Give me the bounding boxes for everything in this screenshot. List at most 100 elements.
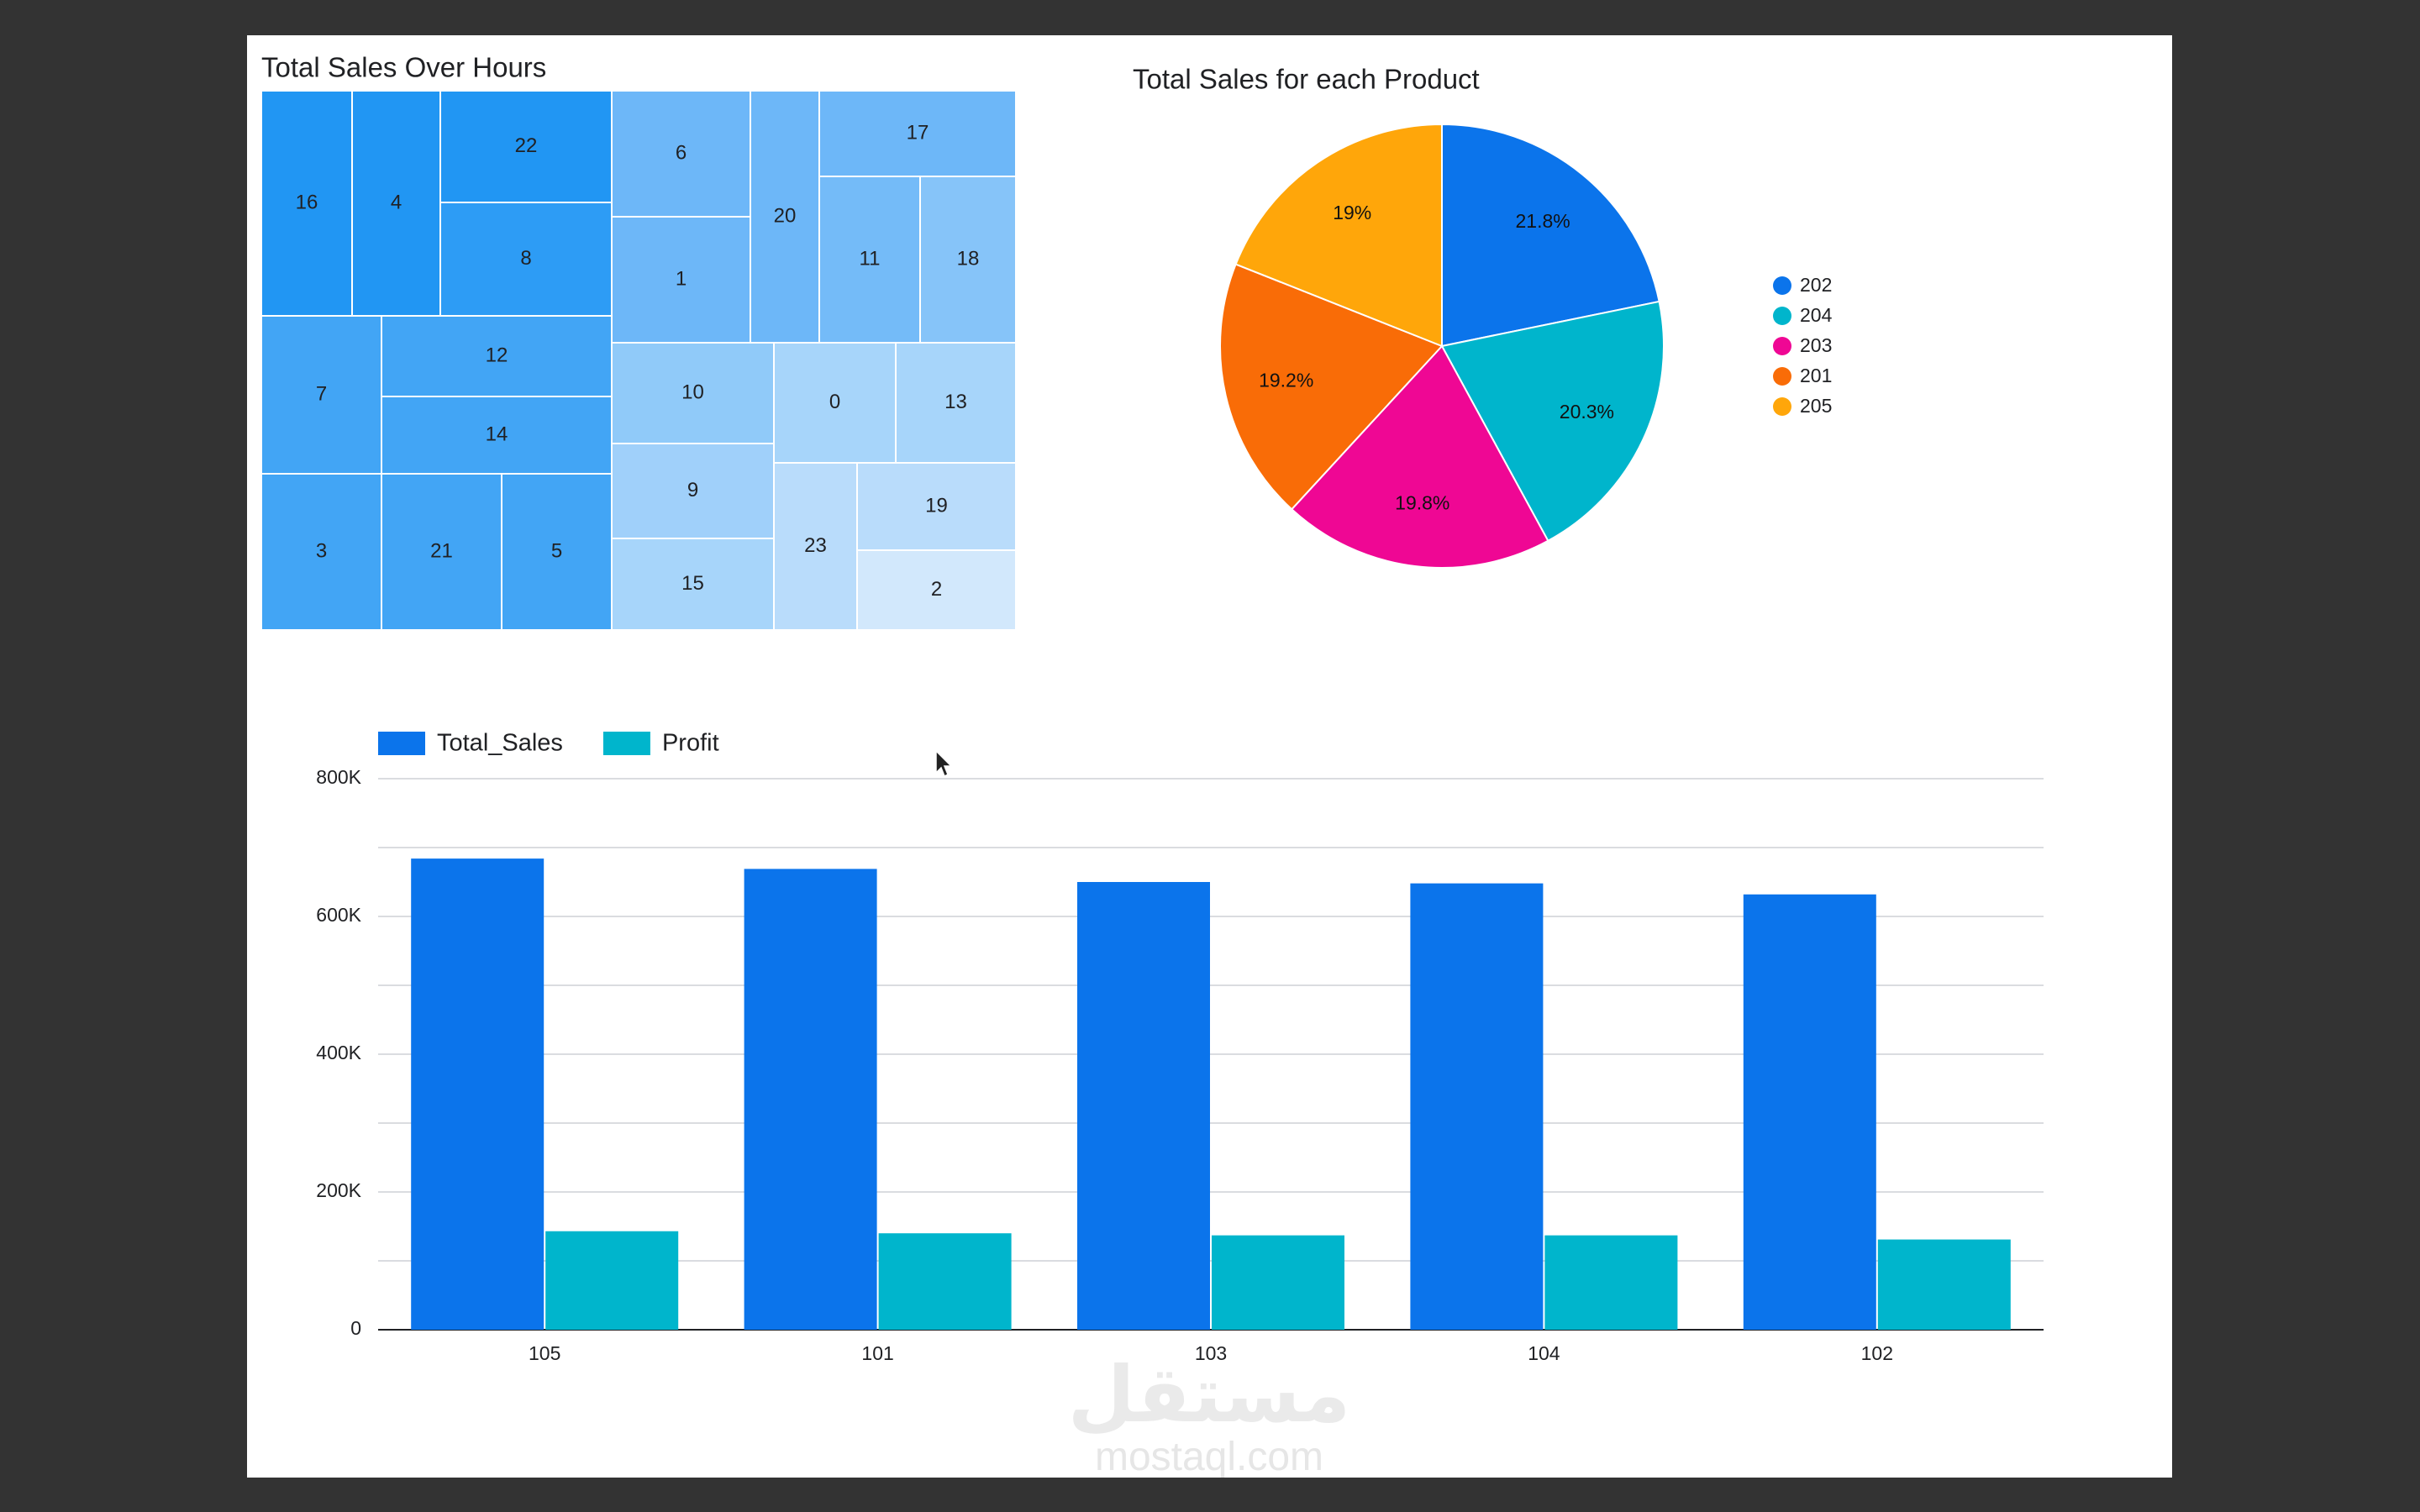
bar-profit-104[interactable]	[1544, 1235, 1678, 1330]
dashboard-canvas: Total Sales Over Hours 16 4 22 8 7 12 14 3 21 5 6 2…	[247, 35, 2172, 1479]
treemap-cell-rect[interactable]	[856, 462, 1017, 551]
treemap-cell-rect[interactable]	[501, 473, 613, 631]
treemap-cell-rect[interactable]	[260, 473, 382, 631]
pie-slice-205[interactable]	[1234, 123, 1443, 348]
pie-slice-201[interactable]	[1219, 263, 1444, 511]
treemap-cell[interactable]: 18	[919, 176, 1017, 344]
bar-legend-item-profit[interactable]: Profit	[602, 730, 719, 757]
x-tick-label: 104	[1528, 1342, 1560, 1364]
treemap-cell-rect[interactable]	[750, 90, 820, 344]
pie-slice-label: 19.8%	[1395, 492, 1449, 514]
treemap-cell[interactable]: 10	[611, 342, 775, 444]
treemap-cell-label: 23	[804, 534, 827, 557]
treemap-cell[interactable]: 17	[818, 90, 1017, 177]
pie-slice-label: 21.8%	[1516, 210, 1570, 232]
treemap-cell[interactable]: 19	[856, 462, 1017, 551]
treemap-cell-rect[interactable]	[856, 549, 1017, 631]
treemap-cell-rect[interactable]	[381, 473, 502, 631]
y-tick-label: 400K	[316, 1042, 361, 1063]
treemap-cell-rect[interactable]	[895, 342, 1017, 464]
treemap-cell-label: 8	[520, 247, 531, 270]
treemap-cell[interactable]: 3	[260, 473, 382, 631]
pie-chart: Total Sales for each Product 21.8% 20.3% 1…	[1133, 64, 1833, 569]
bar-total_sales-103[interactable]	[1077, 882, 1210, 1330]
bar-total_sales-104[interactable]	[1410, 883, 1544, 1330]
treemap-cell-label: 0	[829, 391, 840, 413]
treemap-cell-label: 16	[296, 191, 318, 213]
treemap-cell[interactable]: 23	[773, 462, 858, 631]
treemap-cell[interactable]: 13	[895, 342, 1017, 464]
pie-legend-label: 205	[1800, 395, 1832, 417]
treemap-cell-rect[interactable]	[773, 342, 897, 464]
treemap-cell[interactable]: 20	[750, 90, 820, 344]
watermark: مستقل mostaql.com	[1068, 1352, 1350, 1479]
treemap-cell-label: 15	[681, 572, 704, 595]
mouse-cursor-icon	[935, 749, 953, 778]
y-tick-label: 200K	[316, 1179, 361, 1201]
treemap-cell[interactable]: 2	[856, 549, 1017, 631]
pie-legend-label: 204	[1800, 304, 1833, 326]
treemap-cell[interactable]: 1	[611, 216, 751, 344]
treemap-cell-rect[interactable]	[260, 90, 353, 317]
pie-slice-202[interactable]	[1441, 123, 1660, 348]
treemap-cell-rect[interactable]	[260, 315, 382, 475]
treemap-cell-rect[interactable]	[611, 538, 775, 631]
treemap-cell-rect[interactable]	[919, 176, 1017, 344]
pie-slice-label: 20.3%	[1560, 401, 1614, 423]
treemap-cell[interactable]: 15	[611, 538, 775, 631]
treemap-cell-label: 12	[486, 344, 508, 366]
bar-legend: Total_Sales Profit	[378, 730, 719, 757]
bar-legend-label: Profit	[662, 730, 719, 757]
pie-legend-swatch	[1773, 367, 1791, 386]
treemap-cell[interactable]: 4	[351, 90, 441, 317]
pie-legend-label: 201	[1800, 365, 1832, 386]
pie-legend-swatch	[1773, 307, 1791, 325]
treemap-cell-rect[interactable]	[439, 202, 613, 317]
treemap-cell[interactable]: 5	[501, 473, 613, 631]
bar-profit-103[interactable]	[1212, 1235, 1344, 1330]
treemap-cell[interactable]: 6	[611, 90, 751, 218]
treemap-cell[interactable]: 9	[611, 443, 775, 539]
treemap-cell[interactable]: 14	[381, 396, 613, 475]
treemap-cell[interactable]: 7	[260, 315, 382, 475]
pie-slice-label: 19.2%	[1259, 369, 1313, 391]
pie-legend-item-201[interactable]: 201	[1773, 365, 1832, 386]
treemap-cell[interactable]: 22	[439, 90, 613, 203]
pie-legend-item-204[interactable]: 204	[1773, 304, 1833, 326]
treemap-cell[interactable]: 0	[773, 342, 897, 464]
bar-legend-label: Total_Sales	[437, 730, 563, 757]
bar-legend-swatch	[378, 732, 425, 755]
bar-legend-swatch	[602, 732, 650, 755]
bar-profit-105[interactable]	[545, 1231, 679, 1330]
pie-legend-item-203[interactable]: 203	[1773, 334, 1832, 356]
pie-legend-item-202[interactable]: 202	[1773, 274, 1832, 296]
treemap-cell-rect[interactable]	[381, 315, 613, 397]
bar-profit-102[interactable]	[1877, 1239, 2011, 1330]
treemap-cell[interactable]: 12	[381, 315, 613, 397]
bar-total_sales-102[interactable]	[1743, 894, 1876, 1330]
bar-total_sales-105[interactable]	[411, 858, 544, 1330]
treemap-cell-rect[interactable]	[351, 90, 441, 317]
pie-slice-204[interactable]	[1440, 300, 1665, 543]
treemap-cell-label: 10	[681, 381, 704, 403]
treemap-cell-rect[interactable]	[611, 443, 775, 539]
treemap-cell-label: 1	[676, 267, 687, 290]
treemap-cell[interactable]: 11	[818, 176, 921, 344]
x-tick-label: 105	[529, 1342, 560, 1364]
treemap-cell-rect[interactable]	[611, 342, 775, 444]
y-tick-label: 0	[350, 1317, 361, 1339]
pie-slice-203[interactable]	[1290, 344, 1549, 569]
pie-legend-item-205[interactable]: 205	[1773, 395, 1832, 417]
treemap-cell-rect[interactable]	[611, 216, 751, 344]
bar-legend-item-total_sales[interactable]: Total_Sales	[378, 730, 563, 757]
treemap-cell[interactable]: 21	[381, 473, 502, 631]
bar-profit-101[interactable]	[878, 1233, 1012, 1330]
treemap-cell-label: 11	[860, 247, 881, 270]
bar-total_sales-101[interactable]	[744, 869, 877, 1330]
treemap-cell[interactable]: 16	[260, 90, 353, 317]
treemap-cell[interactable]: 8	[439, 202, 613, 317]
treemap-cell-rect[interactable]	[439, 90, 613, 203]
treemap-cell-rect[interactable]	[773, 462, 858, 631]
